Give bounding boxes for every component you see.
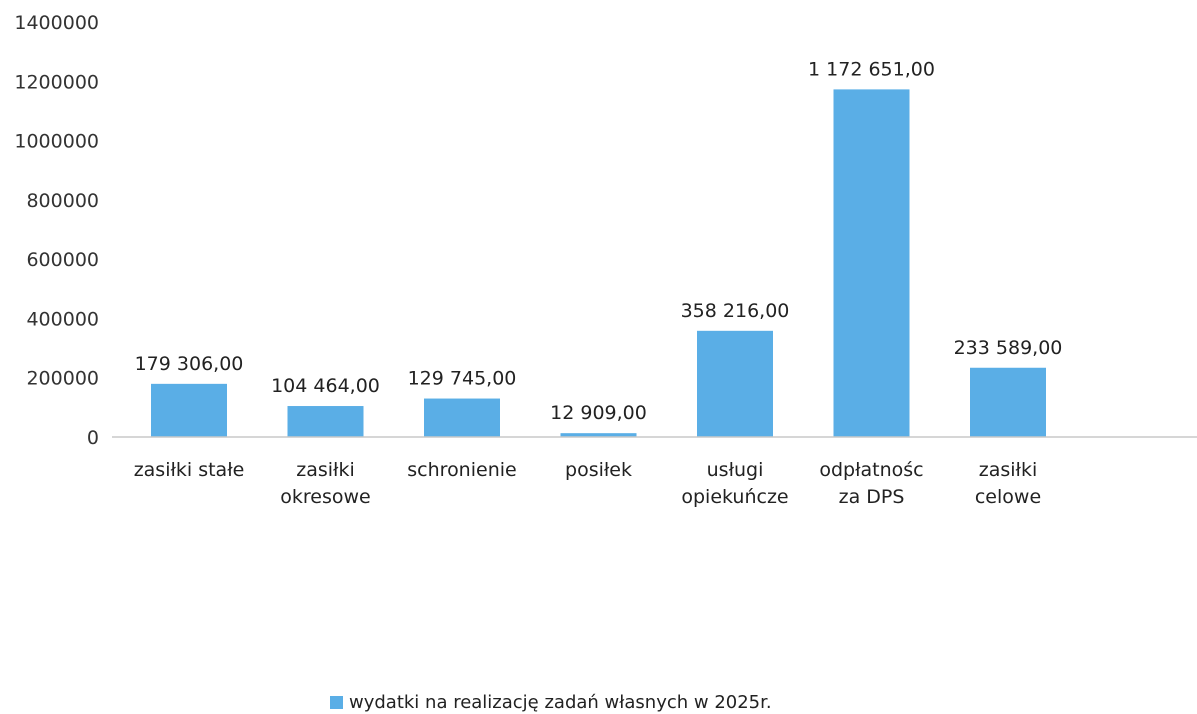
bar (970, 367, 1046, 437)
y-axis-ticks: 0 200000 400000 600000 800000 1000000 1200000 1… (14, 12, 99, 449)
bar (697, 330, 773, 437)
legend-label: wydatki na realizację zadań własnych w 2… (349, 692, 772, 713)
category-label-line: celowe (975, 486, 1041, 508)
bar (424, 398, 500, 437)
bar (151, 383, 227, 437)
y-tick-label: 600000 (26, 249, 99, 271)
category-label: posiłek (565, 459, 632, 481)
category-label-line: usługi (707, 459, 764, 481)
data-label: 233 589,00 (954, 337, 1063, 359)
y-tick-label: 1400000 (14, 12, 99, 34)
category-label-line: opiekuńcze (681, 486, 788, 508)
category-label: zasiłki celowe (975, 459, 1041, 508)
category-label: odpłatnośc za DPS (819, 459, 923, 508)
data-label: 129 745,00 (408, 368, 517, 390)
legend-swatch (330, 696, 343, 709)
y-tick-label: 200000 (26, 368, 99, 390)
category-label-line: zasiłki stałe (134, 459, 245, 481)
data-labels: 179 306,00 104 464,00 129 745,00 12 909,00 3… (135, 58, 1063, 424)
y-tick-label: 0 (87, 427, 99, 449)
data-label: 179 306,00 (135, 353, 244, 375)
category-label-line: odpłatnośc (819, 459, 923, 481)
category-label-line: zasiłki (296, 459, 354, 481)
category-label-line: schronienie (407, 459, 516, 481)
category-label-line: za DPS (839, 486, 905, 508)
bar (287, 406, 364, 437)
category-label-line: okresowe (280, 486, 370, 508)
y-tick-label: 400000 (26, 308, 99, 330)
bar (560, 433, 637, 437)
legend: wydatki na realizację zadań własnych w 2… (330, 692, 772, 713)
bars (151, 89, 1046, 438)
category-label: zasiłki stałe (134, 459, 245, 481)
y-tick-label: 1200000 (14, 71, 99, 93)
category-label: schronienie (407, 459, 516, 481)
category-label-line: zasiłki (979, 459, 1037, 481)
data-label: 358 216,00 (681, 300, 790, 322)
data-label: 104 464,00 (271, 375, 380, 397)
category-labels: zasiłki stałe zasiłki okresowe schronienie p… (134, 459, 1041, 508)
y-tick-label: 800000 (26, 190, 99, 212)
category-label-line: posiłek (565, 459, 632, 481)
bar (833, 89, 910, 438)
category-label: usługi opiekuńcze (681, 459, 788, 508)
data-label: 12 909,00 (550, 402, 647, 424)
data-label: 1 172 651,00 (808, 58, 935, 80)
category-label: zasiłki okresowe (280, 459, 370, 508)
y-tick-label: 1000000 (14, 131, 99, 153)
